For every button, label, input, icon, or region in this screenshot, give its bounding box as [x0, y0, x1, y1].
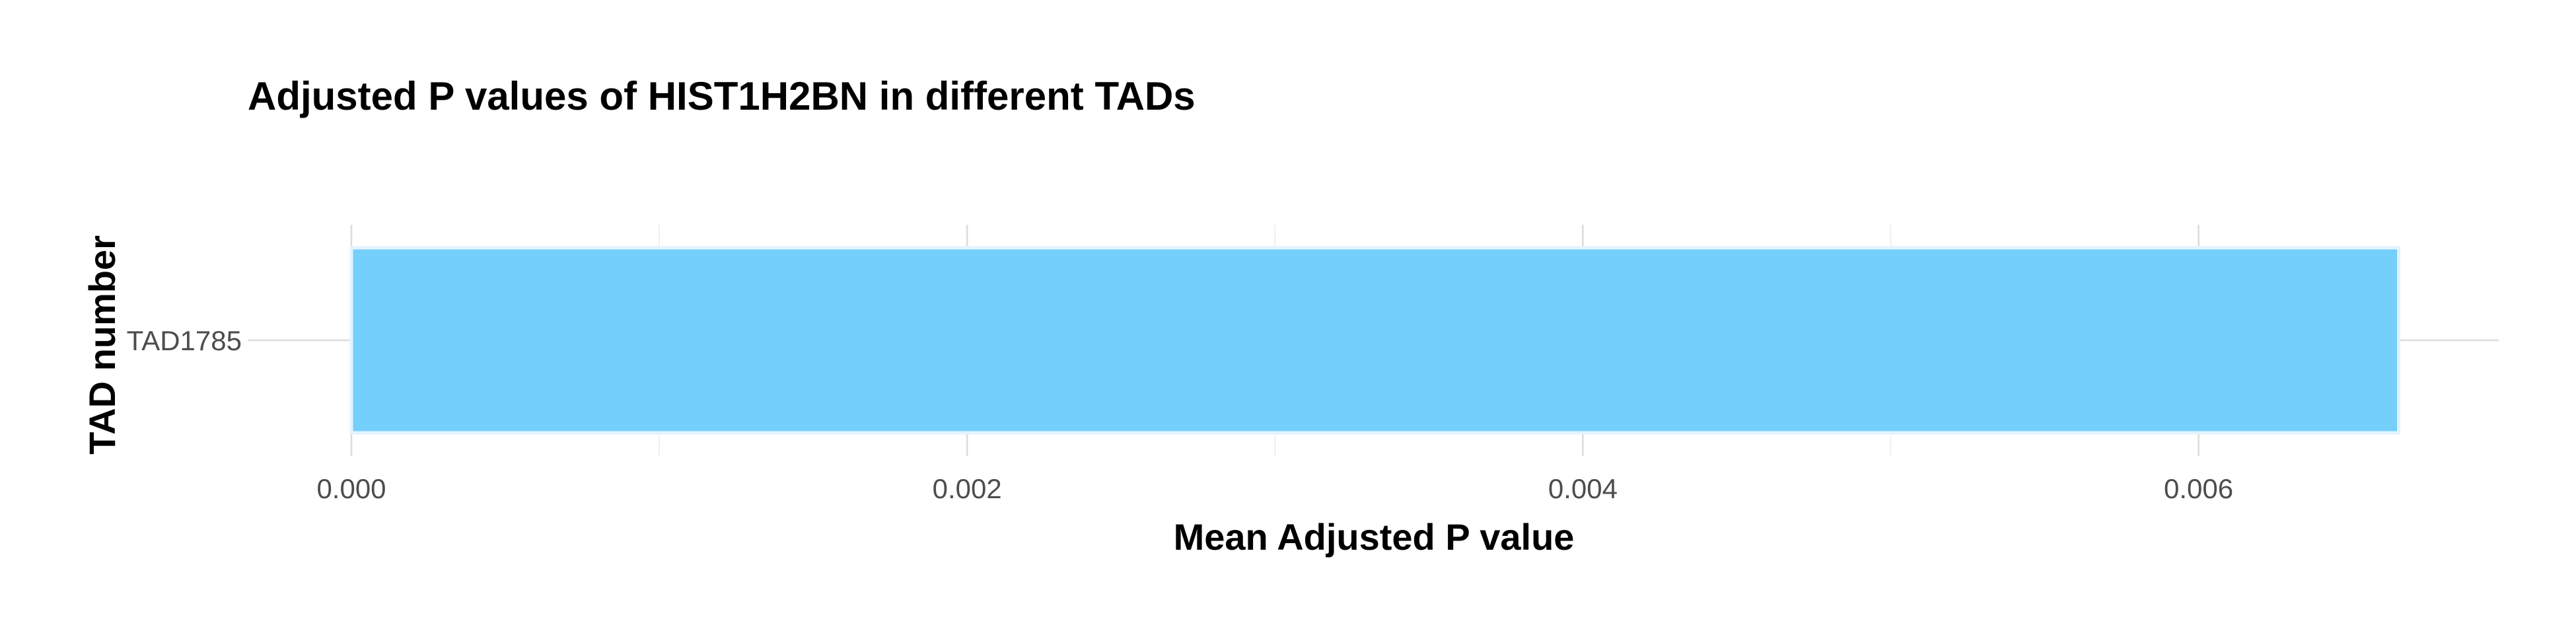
tick-labels: TAD1785 0.000 0.002 0.004 0.006 — [127, 325, 2233, 504]
x-tick-label: 0.000 — [316, 473, 386, 504]
chart-title: Adjusted P values of HIST1H2BN in differ… — [248, 74, 1196, 118]
x-axis-title: Mean Adjusted P value — [1174, 516, 1575, 558]
x-tick-label: 0.006 — [2164, 473, 2233, 504]
y-axis-title: TAD number — [81, 235, 123, 455]
x-tick-label: 0.002 — [933, 473, 1002, 504]
x-tick-label: 0.004 — [1548, 473, 1618, 504]
bars — [349, 246, 2401, 435]
y-tick-label: TAD1785 — [127, 325, 242, 356]
bar — [349, 246, 2401, 435]
